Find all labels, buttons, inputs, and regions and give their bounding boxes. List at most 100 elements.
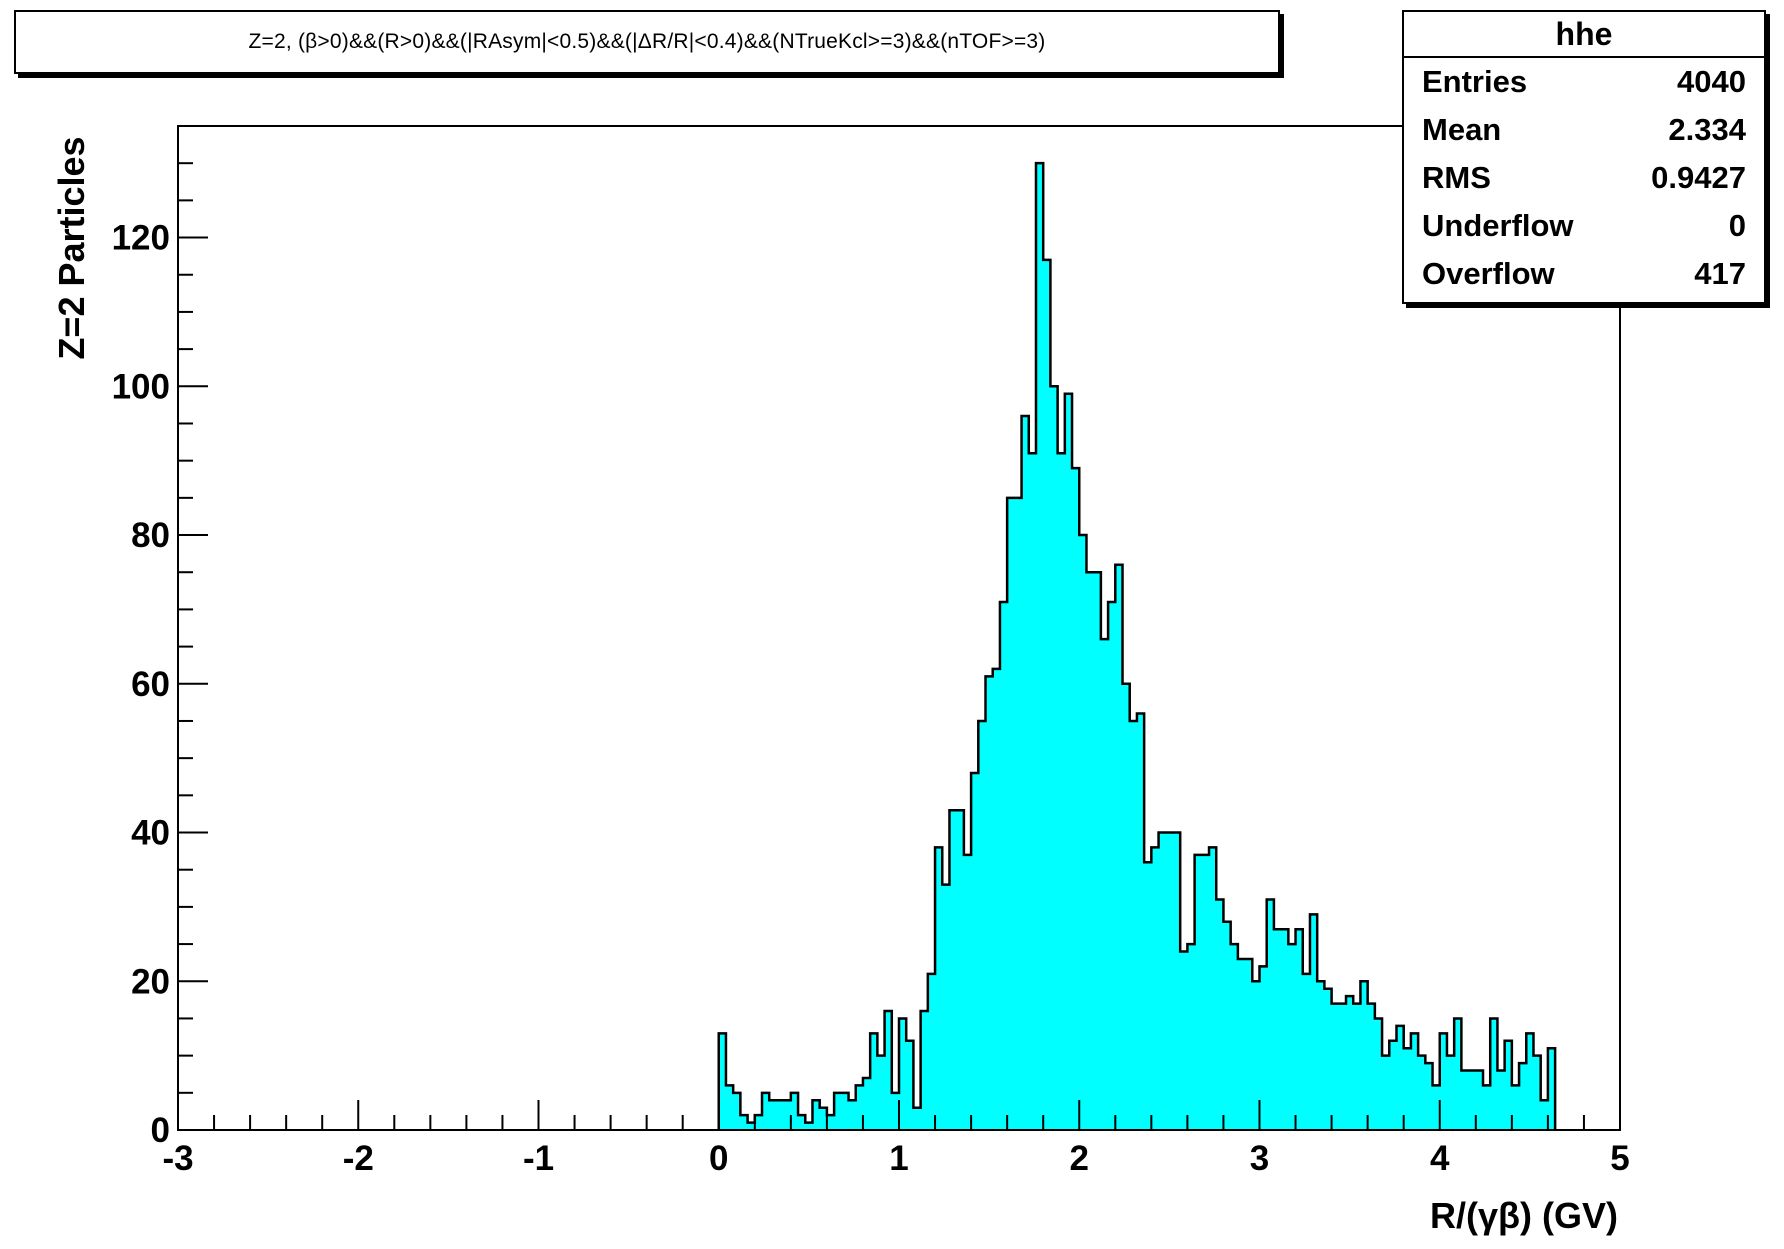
histogram-bar xyxy=(1108,601,1116,1130)
histogram-bar xyxy=(1043,259,1051,1130)
x-tick-label: -2 xyxy=(343,1139,374,1178)
histogram-bar xyxy=(999,601,1008,1130)
histogram-outline xyxy=(717,161,1557,1130)
histogram-bar xyxy=(718,1033,727,1130)
histogram-bar xyxy=(1367,1003,1376,1130)
stats-row-underflow: Underflow 0 xyxy=(1404,202,1764,250)
stats-row-rms: RMS 0.9427 xyxy=(1404,154,1764,202)
histogram-bar xyxy=(1504,1040,1513,1130)
histogram-bar xyxy=(1158,832,1167,1130)
histogram-bar xyxy=(1245,958,1253,1130)
stats-label: RMS xyxy=(1422,160,1491,195)
histogram-bar xyxy=(1425,1063,1433,1130)
histogram-bar xyxy=(927,973,936,1130)
histogram-bar xyxy=(1209,847,1217,1130)
histogram-bar xyxy=(1396,1025,1405,1130)
histogram-bar xyxy=(1540,1100,1549,1130)
histogram-bar xyxy=(1259,966,1268,1130)
stats-row-entries: Entries 4040 xyxy=(1404,58,1764,106)
y-axis-title: Z=2 Particles xyxy=(51,136,92,359)
histogram-bar xyxy=(1346,996,1354,1130)
histogram-bar xyxy=(906,1040,914,1130)
histogram-bar xyxy=(971,773,979,1130)
histogram-bar xyxy=(805,1122,813,1130)
histogram-bar xyxy=(1468,1070,1477,1130)
stats-rows: Entries 4040 Mean 2.334 RMS 0.9427 Under… xyxy=(1404,58,1764,298)
plot-title: Z=2, (β>0)&&(R>0)&&(|RAsym|<0.5)&&(|ΔR/R… xyxy=(248,30,1046,53)
histogram-bar xyxy=(740,1115,748,1130)
histogram-bar xyxy=(1144,862,1152,1130)
histogram-bar xyxy=(1461,1070,1469,1130)
histogram-bar xyxy=(834,1092,842,1130)
histogram-bar xyxy=(992,668,1001,1130)
histogram-bar xyxy=(942,884,950,1130)
histogram-bar xyxy=(798,1115,806,1130)
stats-label: Mean xyxy=(1422,112,1502,147)
histogram-bar xyxy=(1086,572,1095,1130)
stats-value: 2.334 xyxy=(1668,112,1746,147)
histogram-bar xyxy=(891,1092,900,1130)
bars-group xyxy=(718,163,1556,1131)
histogram-bar xyxy=(1526,1033,1534,1130)
stats-value: 0.9427 xyxy=(1651,160,1746,195)
histogram-bar xyxy=(1079,535,1087,1130)
histogram-bar xyxy=(1273,929,1282,1130)
histogram-bar xyxy=(1007,497,1015,1131)
histogram-bar xyxy=(949,810,958,1130)
histogram-bar xyxy=(1180,951,1188,1130)
stats-row-overflow: Overflow 417 xyxy=(1404,250,1764,298)
histogram-bar xyxy=(855,1085,864,1130)
x-axis-title: R/(γβ) (GV) xyxy=(1430,1195,1618,1236)
histogram-bar xyxy=(747,1122,756,1130)
histogram-bar xyxy=(1035,163,1044,1130)
histogram-bar xyxy=(1454,1018,1462,1130)
histogram-bar xyxy=(1403,1048,1412,1130)
histogram-bar xyxy=(1533,1055,1542,1130)
histogram-bar xyxy=(1475,1070,1484,1130)
histogram-bar xyxy=(1288,944,1296,1130)
histogram-bar xyxy=(848,1100,857,1130)
histogram-bar xyxy=(1122,683,1131,1130)
histogram-bar xyxy=(1331,1003,1340,1130)
histogram-bar xyxy=(862,1077,871,1130)
stats-value: 417 xyxy=(1694,256,1746,291)
x-tick-label: -1 xyxy=(523,1139,554,1178)
histogram-bar xyxy=(877,1055,885,1130)
histogram-bar xyxy=(1382,1055,1390,1130)
histogram-bar xyxy=(1165,832,1174,1130)
histogram-bar xyxy=(1151,847,1159,1130)
histogram-bar xyxy=(1064,393,1073,1130)
histogram-bar xyxy=(1418,1055,1426,1130)
histogram-bar xyxy=(985,676,994,1130)
histogram-bar xyxy=(1374,1018,1383,1130)
histogram-bar xyxy=(1136,713,1145,1130)
histogram-bar xyxy=(1281,929,1289,1130)
histogram-bar xyxy=(1057,453,1066,1131)
x-tick-label: 2 xyxy=(1070,1139,1089,1178)
histogram-bar xyxy=(1519,1063,1527,1130)
histogram-bar xyxy=(1389,1040,1397,1130)
stats-value: 4040 xyxy=(1677,64,1746,99)
histogram-bar xyxy=(826,1115,835,1130)
histogram-bar xyxy=(899,1018,907,1130)
histogram-bar xyxy=(913,1107,922,1130)
histogram-bar xyxy=(1266,899,1275,1130)
histogram-bar xyxy=(1021,416,1030,1130)
histogram-bar xyxy=(1353,1003,1361,1130)
histogram-bar xyxy=(1309,914,1318,1130)
stats-label: Underflow xyxy=(1422,208,1574,243)
y-tick-label: 0 xyxy=(151,1111,170,1150)
histogram-bar xyxy=(776,1100,785,1130)
histogram-bar xyxy=(1028,453,1037,1131)
histogram-bar xyxy=(920,1011,929,1130)
histogram-bar xyxy=(1100,639,1109,1130)
y-tick-label: 40 xyxy=(131,814,170,853)
histogram-bar xyxy=(733,1092,741,1130)
x-tick-label: 1 xyxy=(889,1139,908,1178)
histogram-bar xyxy=(1302,973,1311,1130)
plot-frame xyxy=(177,125,1621,1131)
histogram-bar xyxy=(978,720,986,1130)
x-tick-label: 5 xyxy=(1610,1139,1629,1178)
stats-value: 0 xyxy=(1728,208,1746,243)
